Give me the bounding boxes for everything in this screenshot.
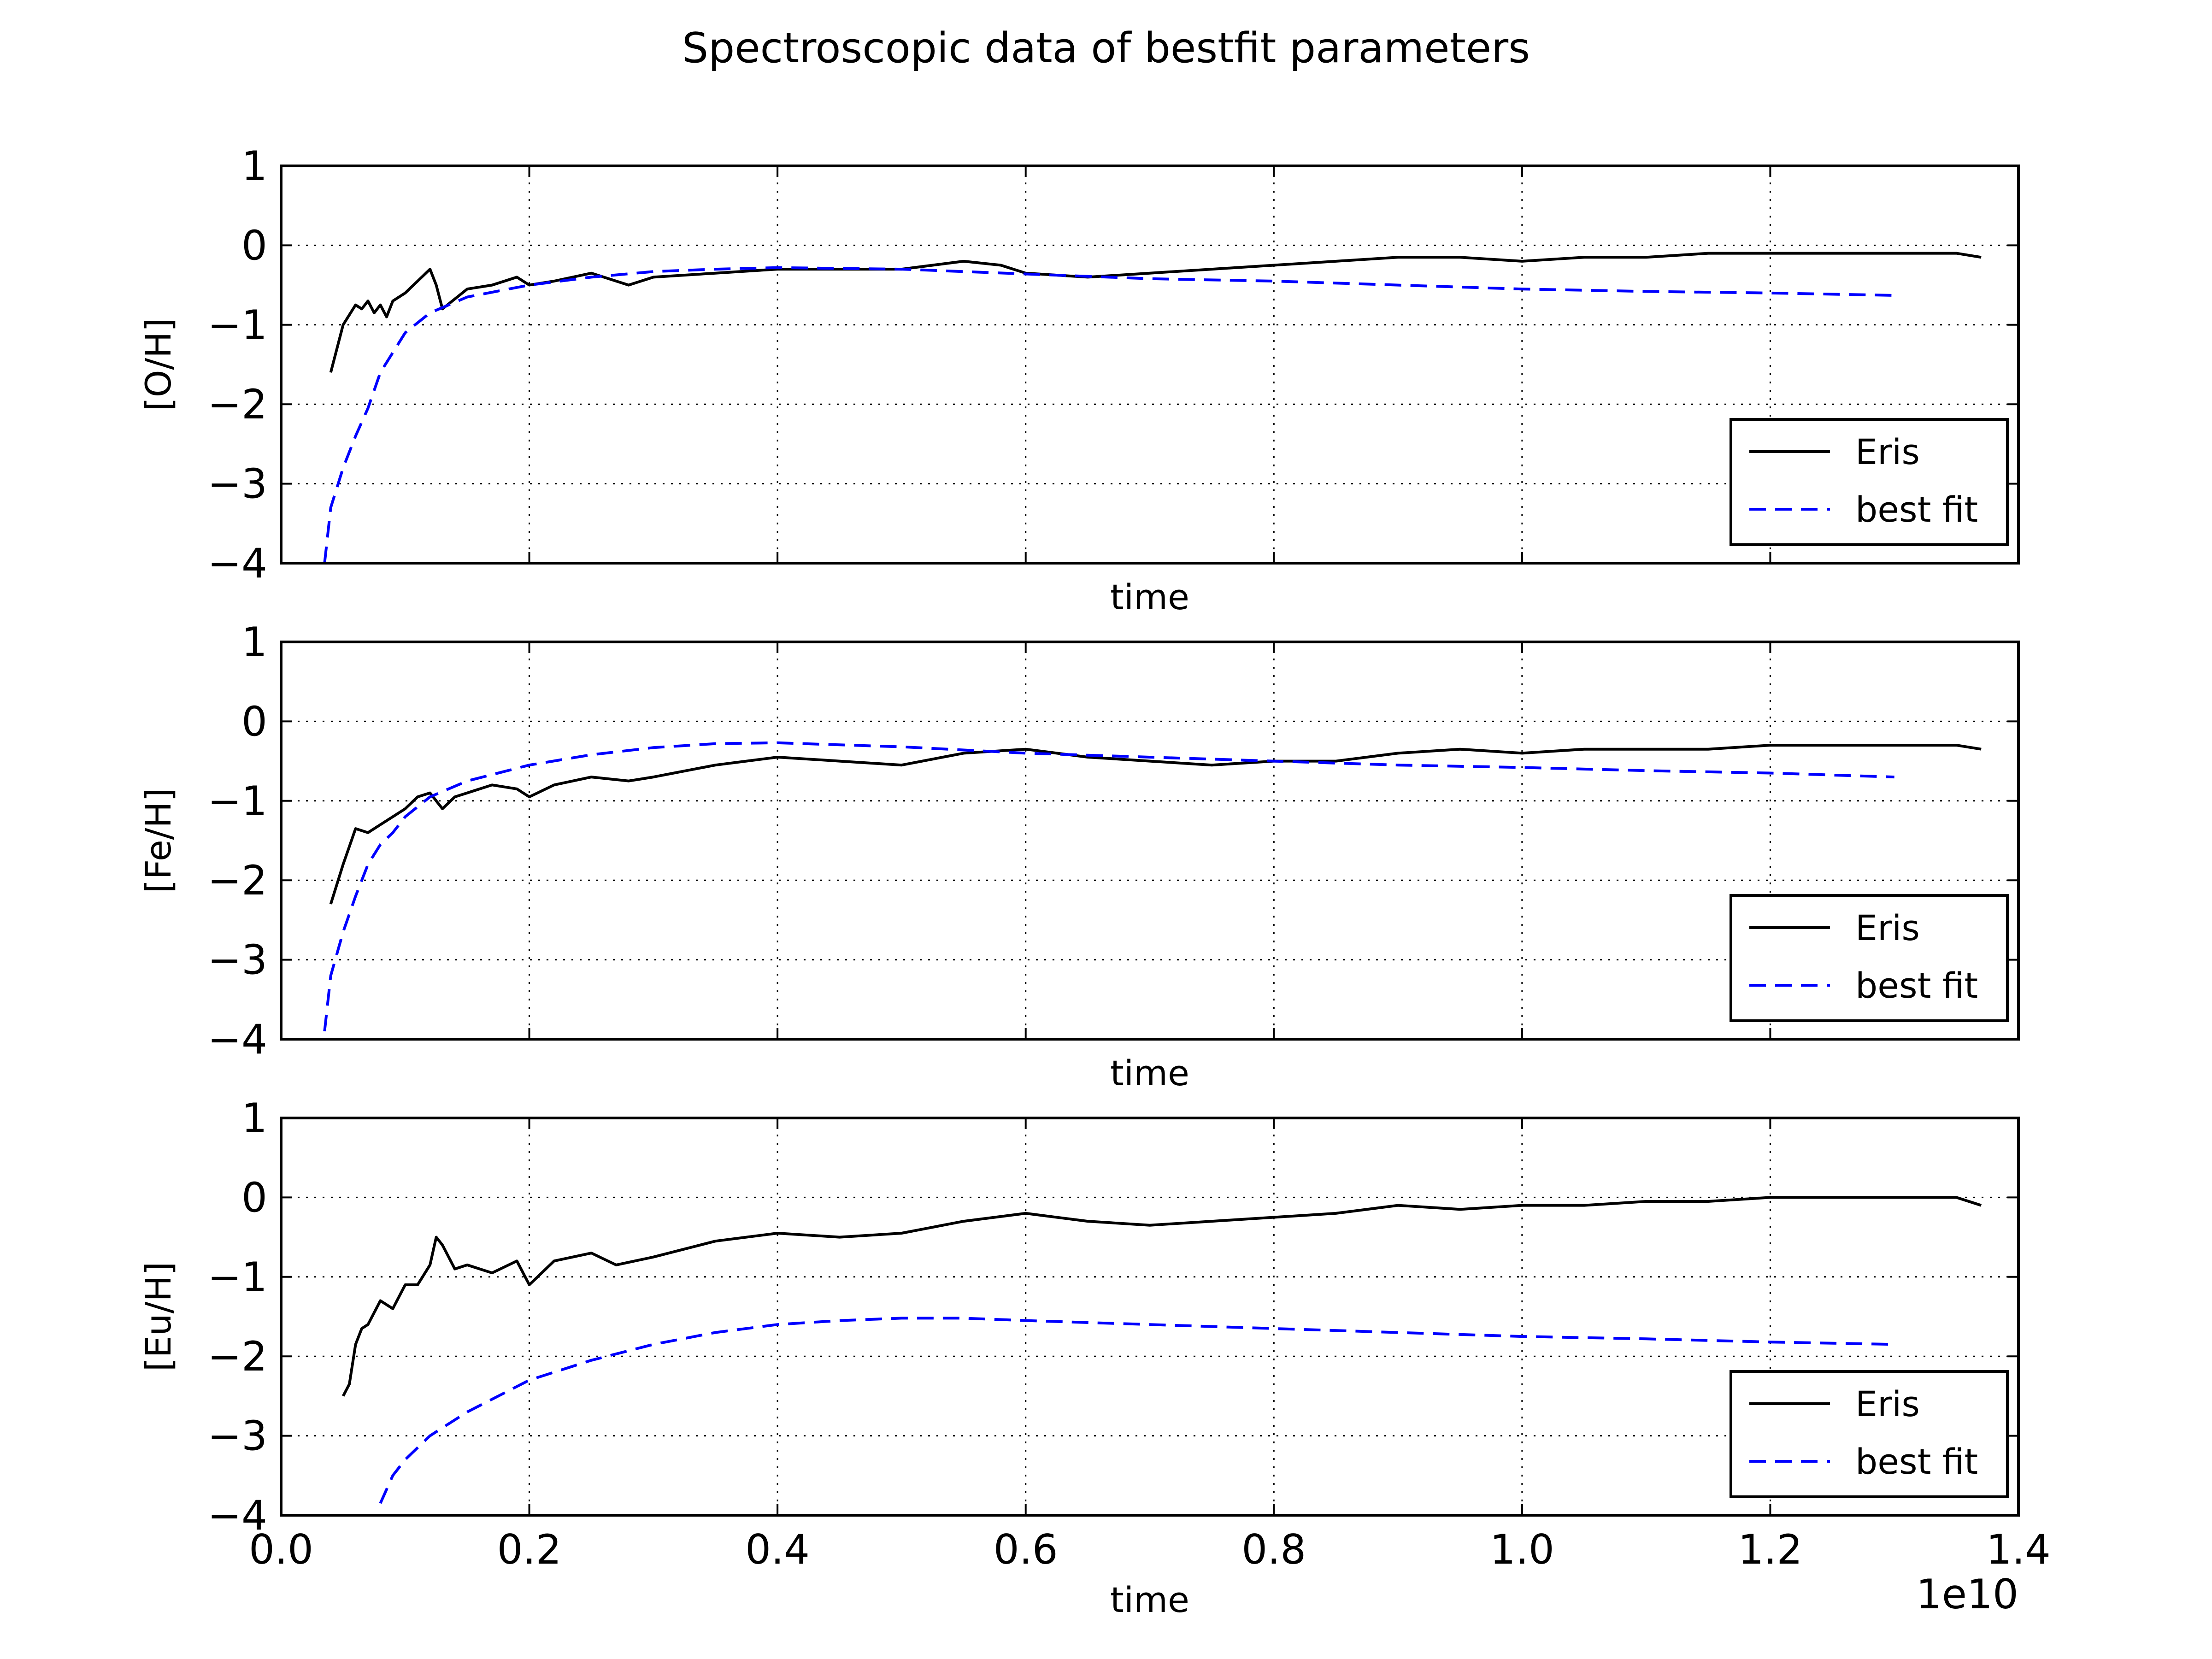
y-axis-label: [O/H] [138, 318, 179, 411]
y-tick-label: −1 [207, 1253, 267, 1301]
y-tick-label: −1 [207, 301, 267, 349]
x-axis-label: time [1110, 577, 1189, 618]
y-tick-label: 1 [241, 142, 267, 190]
y-axis-label: [Fe/H] [138, 788, 179, 893]
y-tick-label: −2 [207, 381, 267, 428]
y-tick-label: −2 [207, 1333, 267, 1380]
legend-box [1730, 1370, 2009, 1498]
subplot-3: 0.0 0.2 0.4 0.6 0.8 1.0 1.2 1.4 1 0 −1 −2 −3 −4 time [E… [138, 1094, 2051, 1620]
subplot-2: 1 0 −1 −2 −3 −4 time [Fe/H] Eris best fit [138, 618, 2020, 1094]
y-tick-label: −3 [207, 1412, 267, 1460]
x-tick-label: 1.4 [1986, 1526, 2051, 1573]
y-tick-label: 0 [241, 698, 267, 745]
x-axis-scale-label: 1e10 [1916, 1571, 2018, 1618]
y-tick-label: 0 [241, 222, 267, 269]
plot-frame [280, 641, 2020, 1041]
x-tick-label: 1.0 [1490, 1526, 1554, 1573]
y-tick-label: 1 [241, 1094, 267, 1142]
legend-label-best-fit: best fit [1855, 489, 1978, 530]
legend: Eris best fit [1730, 894, 2009, 1022]
legend-label-best-fit: best fit [1855, 965, 1978, 1006]
y-tick-label: 0 [241, 1174, 267, 1221]
y-tick-label: −1 [207, 777, 267, 825]
legend-label-eris: Eris [1855, 1383, 1920, 1424]
x-tick-label: 1.2 [1738, 1526, 1802, 1573]
legend-box [1730, 894, 2009, 1022]
best-fit-line [323, 741, 1894, 1032]
legend-box [1730, 418, 2009, 546]
legend-label-eris: Eris [1855, 431, 1920, 472]
eris-line [329, 744, 1982, 905]
subplot-1: 1 0 −1 −2 −3 −4 time [O/H] Eris best fit [138, 142, 2020, 618]
y-axis-label: [Eu/H] [138, 1262, 179, 1371]
legend-label-eris: Eris [1855, 907, 1920, 948]
subplot-panels: 1 0 −1 −2 −3 −4 time [O/H] Eris best fit 1 0 −1 −2 −3 −… [138, 142, 2051, 1620]
y-tick-label: −3 [207, 460, 267, 508]
legend-label-best-fit: best fit [1855, 1441, 1978, 1482]
x-tick-label: 0.8 [1241, 1526, 1306, 1573]
x-axis-label: time [1110, 1053, 1189, 1094]
x-tick-label: 0.0 [249, 1526, 313, 1573]
x-tick-label: 0.6 [994, 1526, 1058, 1573]
x-axis-label: time [1110, 1579, 1189, 1620]
plot-frame [280, 1117, 2020, 1517]
x-tick-label: 0.4 [745, 1526, 810, 1573]
legend: Eris best fit [1730, 418, 2009, 546]
chart-title: Spectroscopic data of bestfit parameters [682, 24, 1530, 72]
x-tick-label: 0.2 [497, 1526, 562, 1573]
y-tick-label: −4 [207, 1016, 267, 1063]
eris-line [329, 252, 1982, 373]
y-tick-label: −4 [207, 540, 267, 587]
y-tick-label: 1 [241, 618, 267, 666]
y-tick-label: −4 [207, 1492, 267, 1539]
legend: Eris best fit [1730, 1370, 2009, 1498]
y-tick-label: −2 [207, 857, 267, 904]
eris-line [341, 1196, 1982, 1397]
y-tick-label: −3 [207, 936, 267, 984]
best-fit-line [323, 266, 1894, 563]
plot-frame [280, 165, 2020, 565]
